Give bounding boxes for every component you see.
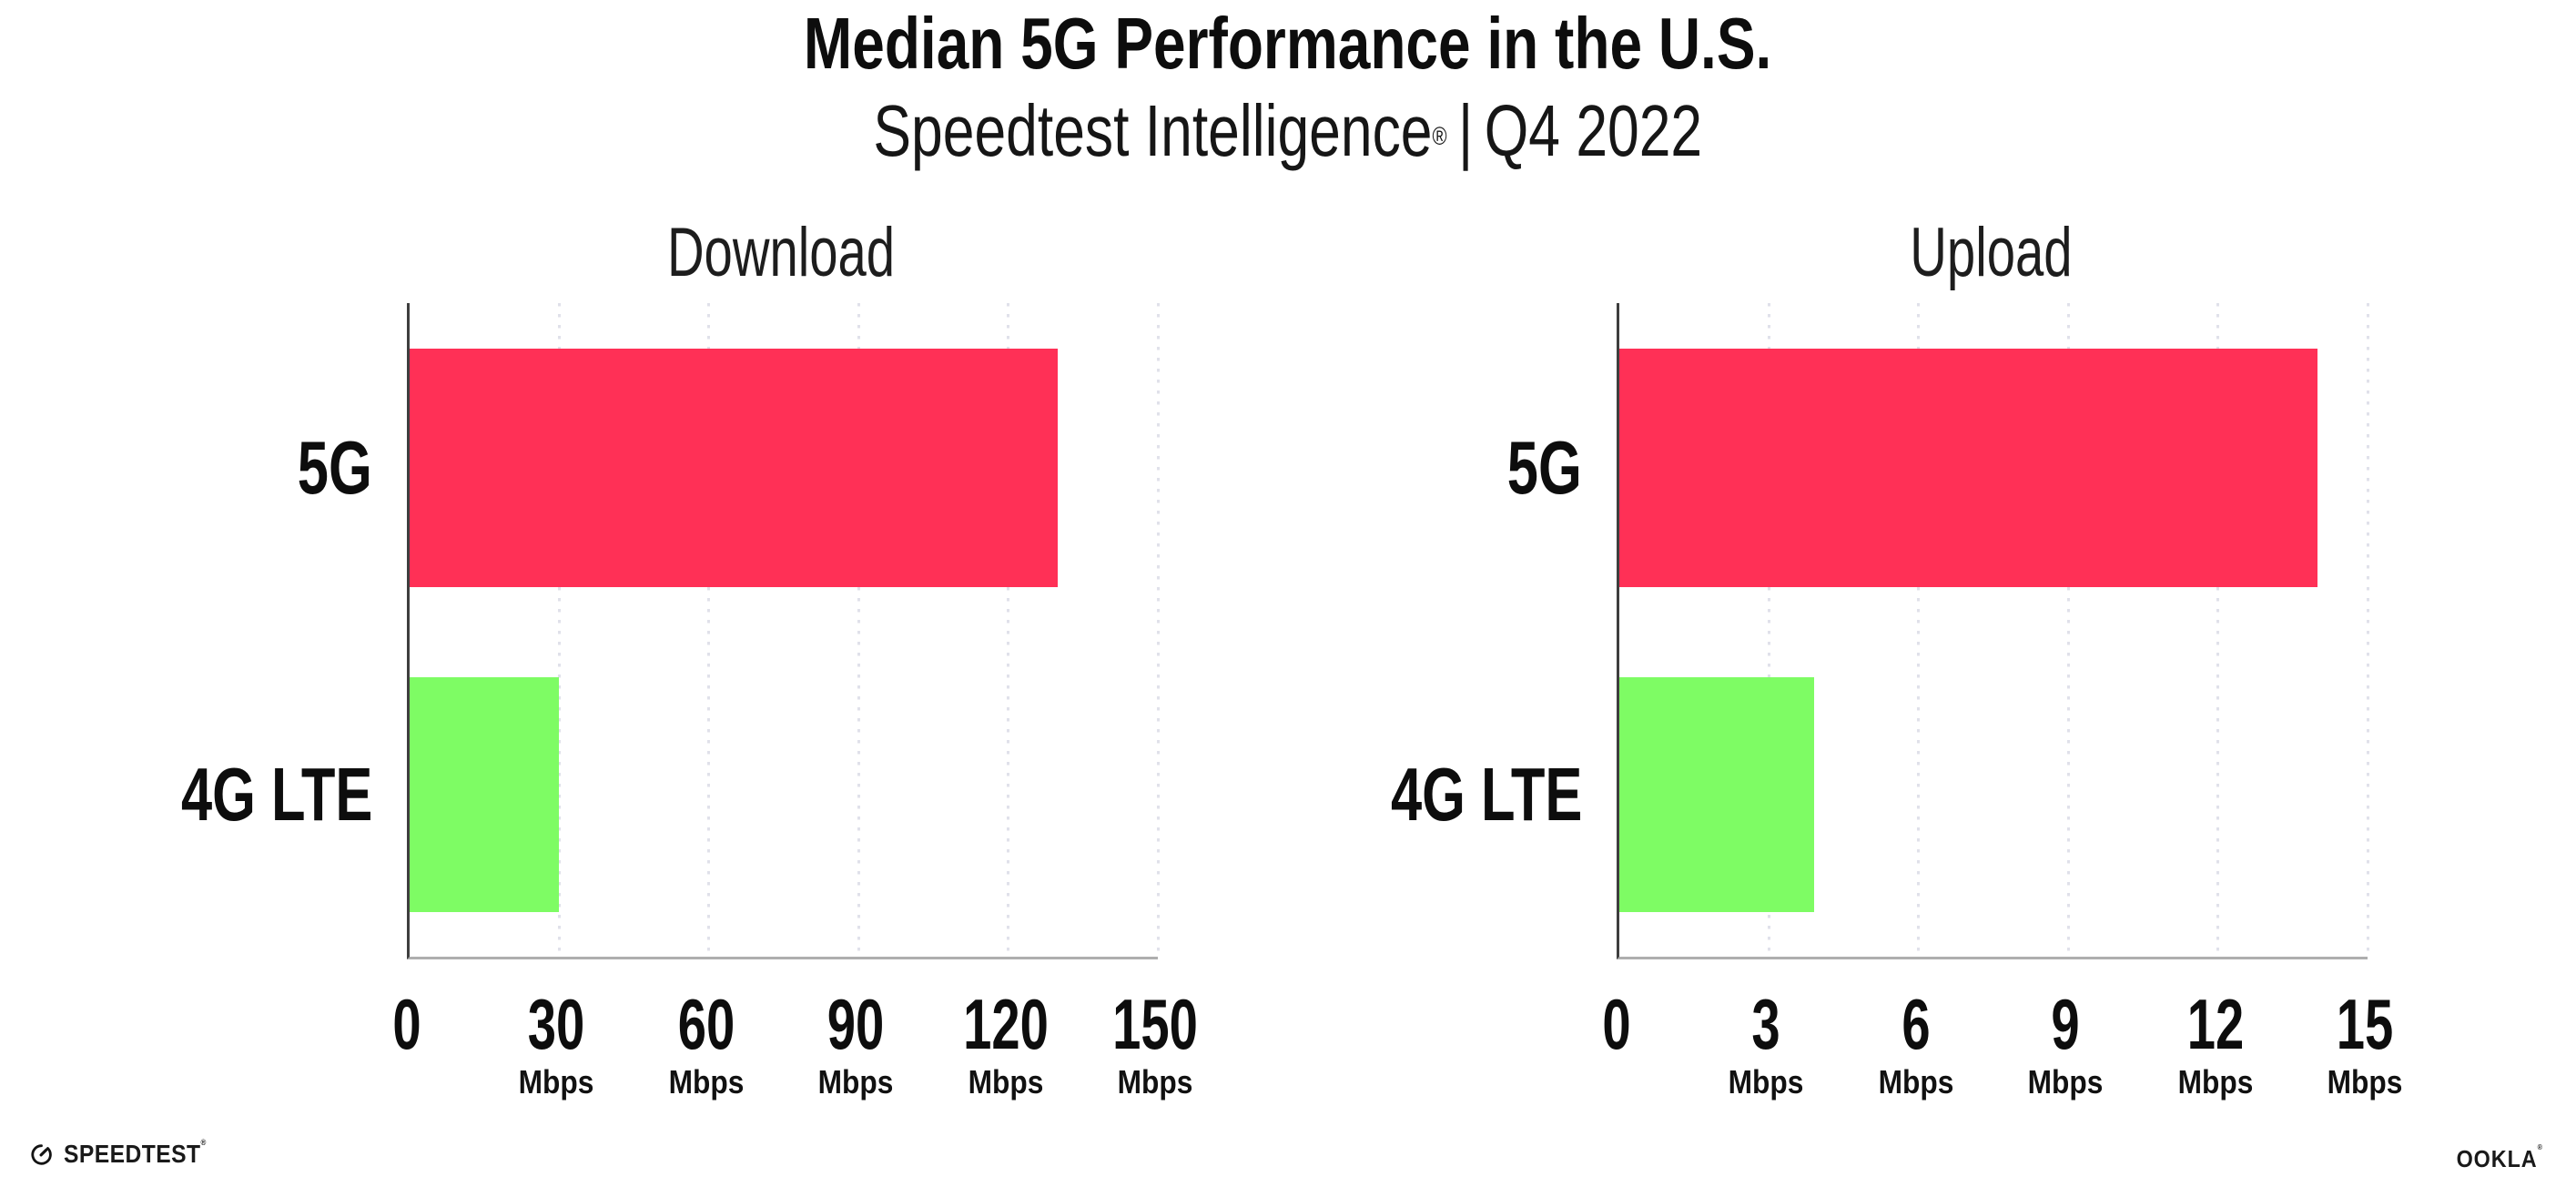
download-plot-area: [407, 303, 1160, 959]
gridline-150: [1156, 303, 1160, 957]
x-tick-3: 3 Mbps: [1729, 984, 1804, 1101]
gridline-90: [857, 303, 860, 957]
x-tick-unit: Mbps: [968, 1063, 1043, 1101]
x-tick-unit: Mbps: [1729, 1063, 1804, 1101]
gridline-9: [2066, 303, 2070, 957]
speedtest-trademark: ®: [200, 1138, 207, 1147]
speedtest-wordmark: SPEEDTEST®: [64, 1138, 207, 1168]
speedtest-gauge-icon: [31, 1143, 52, 1165]
download-chart-panel: Download 5G 4G LTE 0 30 Mbps 60 Mbps 90 Mbps 120…: [0, 217, 1224, 1138]
subtitle-period: Q4 2022: [1484, 90, 1703, 171]
download-chart-title: Download: [666, 214, 896, 291]
x-tick-9: 9 Mbps: [2027, 984, 2104, 1101]
category-label-4g-lte: 4G LTE: [1390, 751, 1582, 837]
x-tick-unit: Mbps: [1117, 1063, 1193, 1101]
category-label-5g: 5G: [298, 425, 372, 511]
registered-mark: ®: [1432, 122, 1447, 150]
bar-4g-lte-download: [410, 676, 560, 913]
x-tick-unit: Mbps: [2177, 1063, 2253, 1101]
x-tick-0: 0: [1602, 984, 1631, 1064]
ookla-logo: OOKLA®: [2456, 1143, 2543, 1173]
x-tick-unit: Mbps: [519, 1063, 594, 1101]
x-tick-unit: Mbps: [2027, 1063, 2104, 1101]
subtitle-separator: |: [1458, 90, 1474, 171]
page-subtitle: Speedtest Intelligence® | Q4 2022: [0, 87, 2576, 175]
ookla-wordmark: OOKLA: [2456, 1145, 2538, 1172]
x-tick-30: 30 Mbps: [519, 984, 594, 1101]
x-tick-90: 90 Mbps: [817, 984, 894, 1101]
gridline-6: [1917, 303, 1921, 957]
gridline-120: [1007, 303, 1010, 957]
upload-chart-title: Upload: [1909, 214, 2073, 291]
x-tick-6: 6 Mbps: [1878, 984, 1954, 1101]
x-tick-unit: Mbps: [1878, 1063, 1954, 1101]
x-tick-unit: Mbps: [817, 1063, 894, 1101]
gridline-60: [707, 303, 711, 957]
x-tick-12: 12 Mbps: [2177, 984, 2253, 1101]
x-tick-120: 120 Mbps: [947, 988, 1065, 1102]
gridline-3: [1767, 303, 1770, 957]
category-label-5g: 5G: [1507, 425, 1582, 511]
x-tick-unit: Mbps: [2327, 1063, 2403, 1101]
x-tick-unit: Mbps: [668, 1063, 745, 1101]
x-tick-150: 150 Mbps: [1096, 988, 1214, 1102]
subtitle-brand: Speedtest Intelligence: [873, 90, 1433, 171]
page-title: Median 5G Performance in the U.S.: [804, 3, 1772, 84]
gridline-12: [2216, 303, 2220, 957]
upload-plot-area: [1617, 303, 2369, 959]
x-tick-0: 0: [392, 984, 421, 1064]
bar-5g-upload: [1619, 349, 2318, 588]
x-tick-15: 15 Mbps: [2327, 984, 2403, 1101]
ookla-trademark: ®: [2537, 1143, 2543, 1151]
bar-5g-download: [410, 349, 1059, 588]
category-label-4g-lte: 4G LTE: [180, 751, 372, 837]
speedtest-logo: SPEEDTEST®: [30, 1138, 226, 1169]
gridline-30: [557, 303, 561, 957]
x-tick-60: 60 Mbps: [668, 984, 745, 1101]
bar-4g-lte-upload: [1619, 676, 1814, 913]
upload-chart-panel: Upload 5G 4G LTE 0 3 Mbps 6 Mbps 9 Mbps 12 Mbps 15…: [1210, 217, 2434, 1138]
gridline-15: [2366, 303, 2369, 957]
